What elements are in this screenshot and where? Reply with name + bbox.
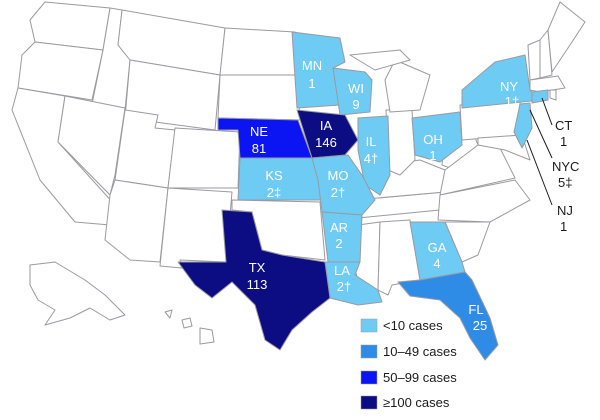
state-nv bbox=[57, 95, 126, 196]
label-wi-abbr: WI bbox=[348, 81, 364, 96]
legend-label-lt10: <10 cases bbox=[383, 318, 443, 333]
leader-nyc bbox=[529, 109, 553, 159]
label-ne-value: 81 bbox=[252, 141, 266, 156]
legend-swatch-gte100 bbox=[360, 395, 378, 410]
callout-ct-abbr: CT bbox=[555, 118, 572, 133]
label-ny-abbr: NY bbox=[500, 79, 518, 94]
state-oh bbox=[411, 111, 463, 163]
label-wi-value: 9 bbox=[352, 97, 359, 112]
label-ny-value: 1† bbox=[505, 94, 519, 109]
label-mn-abbr: MN bbox=[302, 58, 322, 73]
label-tx-value: 113 bbox=[247, 277, 268, 292]
state-mi bbox=[384, 59, 431, 113]
state-la bbox=[324, 261, 383, 306]
label-ga-value: 4 bbox=[433, 256, 440, 271]
label-mo-value: 2† bbox=[331, 185, 345, 200]
callout-nj-abbr: NJ bbox=[557, 203, 573, 218]
legend-label-gte100: ≥100 cases bbox=[383, 395, 450, 410]
legend-label-10to49: 10–49 cases bbox=[383, 344, 457, 359]
legend-swatch-lt10 bbox=[360, 318, 378, 333]
label-la-value: 2† bbox=[337, 279, 351, 294]
label-il-value: 4† bbox=[364, 151, 378, 166]
label-ks-abbr: KS bbox=[265, 168, 283, 183]
label-ia-abbr: IA bbox=[320, 118, 333, 133]
leader-nj bbox=[526, 139, 553, 206]
state-nj bbox=[513, 102, 533, 149]
state-mo bbox=[311, 154, 376, 216]
callout-nyc-abbr: NYC bbox=[552, 159, 579, 174]
state-ak bbox=[29, 261, 126, 326]
callout-ct-value: 1 bbox=[560, 134, 567, 149]
callout-leaders bbox=[526, 97, 553, 206]
label-la-abbr: LA bbox=[334, 263, 350, 278]
label-ar-value: 2 bbox=[335, 236, 342, 251]
label-oh-abbr: OH bbox=[423, 132, 443, 147]
legend-swatch-10to49 bbox=[360, 344, 378, 359]
label-ia-value: 146 bbox=[315, 135, 337, 150]
state-ia bbox=[296, 109, 359, 159]
state-mi-upper bbox=[349, 49, 411, 71]
state-il bbox=[357, 115, 391, 196]
state-sd bbox=[217, 74, 301, 121]
state-ga bbox=[409, 221, 466, 281]
legend-swatch-50to99 bbox=[360, 370, 378, 385]
callout-nj-value: 1 bbox=[560, 219, 567, 234]
label-mn-value: 1 bbox=[308, 76, 315, 91]
state-ri bbox=[549, 89, 557, 101]
label-ne-abbr: NE bbox=[250, 124, 268, 139]
legend-label-50to99: 50–99 cases bbox=[383, 370, 457, 385]
label-ar-abbr: AR bbox=[330, 220, 348, 235]
label-ks-value: 2‡ bbox=[267, 185, 281, 200]
label-tx-abbr: TX bbox=[249, 260, 266, 275]
state-wi bbox=[332, 67, 373, 116]
label-ga-abbr: GA bbox=[428, 240, 447, 255]
leader-ct bbox=[541, 97, 553, 126]
callout-nyc-value: 5‡ bbox=[558, 175, 572, 190]
state-hi bbox=[164, 309, 215, 345]
label-mo-abbr: MO bbox=[328, 168, 349, 183]
state-fl bbox=[397, 271, 499, 361]
state-nc bbox=[437, 179, 531, 223]
label-il-abbr: IL bbox=[366, 134, 377, 149]
state-vt bbox=[527, 39, 541, 81]
label-fl-value: 25 bbox=[473, 318, 487, 333]
state-co bbox=[167, 127, 241, 189]
state-tx bbox=[177, 209, 331, 351]
colored-states bbox=[177, 31, 549, 361]
label-fl-abbr: FL bbox=[468, 302, 483, 317]
state-me bbox=[547, 1, 586, 73]
state-md-de bbox=[477, 134, 531, 161]
state-nd bbox=[219, 27, 298, 76]
state-ct bbox=[531, 89, 549, 104]
state-va bbox=[439, 144, 516, 196]
state-az bbox=[104, 179, 169, 263]
callout-labels: CT 1 NYC 5‡ NJ 1 bbox=[552, 118, 579, 234]
label-oh-value: 1 bbox=[429, 148, 436, 163]
state-labels: MN 1 WI 9 NE 81 IA 146 IL 4† KS 2‡ MO 2†… bbox=[247, 58, 520, 333]
legend: <10 cases 10–49 cases 50–99 cases ≥100 c… bbox=[360, 318, 457, 410]
state-nm bbox=[159, 187, 233, 269]
uncolored-states bbox=[11, 1, 586, 345]
